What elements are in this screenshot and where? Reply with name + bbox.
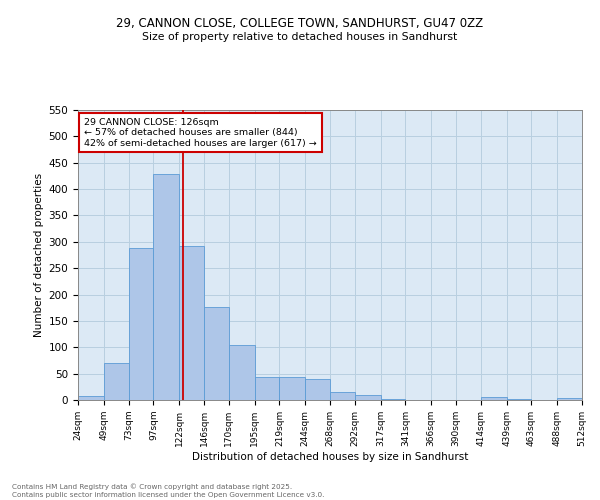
Bar	[204, 307, 229, 400]
Text: 29 CANNON CLOSE: 126sqm
← 57% of detached houses are smaller (844)
42% of semi-d: 29 CANNON CLOSE: 126sqm ← 57% of detache…	[84, 118, 317, 148]
Bar	[78, 396, 104, 400]
Bar	[154, 174, 179, 400]
Bar	[355, 396, 380, 400]
Bar	[179, 246, 204, 400]
Y-axis label: Number of detached properties: Number of detached properties	[34, 173, 44, 337]
X-axis label: Distribution of detached houses by size in Sandhurst: Distribution of detached houses by size …	[192, 452, 468, 462]
Bar	[280, 378, 305, 400]
Bar	[254, 377, 280, 400]
Text: Size of property relative to detached houses in Sandhurst: Size of property relative to detached ho…	[142, 32, 458, 42]
Text: Contains HM Land Registry data © Crown copyright and database right 2025.
Contai: Contains HM Land Registry data © Crown c…	[12, 484, 325, 498]
Bar	[229, 344, 254, 400]
Bar	[330, 392, 355, 400]
Bar	[128, 248, 154, 400]
Bar	[557, 398, 582, 400]
Bar	[305, 379, 330, 400]
Text: 29, CANNON CLOSE, COLLEGE TOWN, SANDHURST, GU47 0ZZ: 29, CANNON CLOSE, COLLEGE TOWN, SANDHURS…	[116, 18, 484, 30]
Bar	[481, 398, 506, 400]
Bar	[104, 363, 128, 400]
